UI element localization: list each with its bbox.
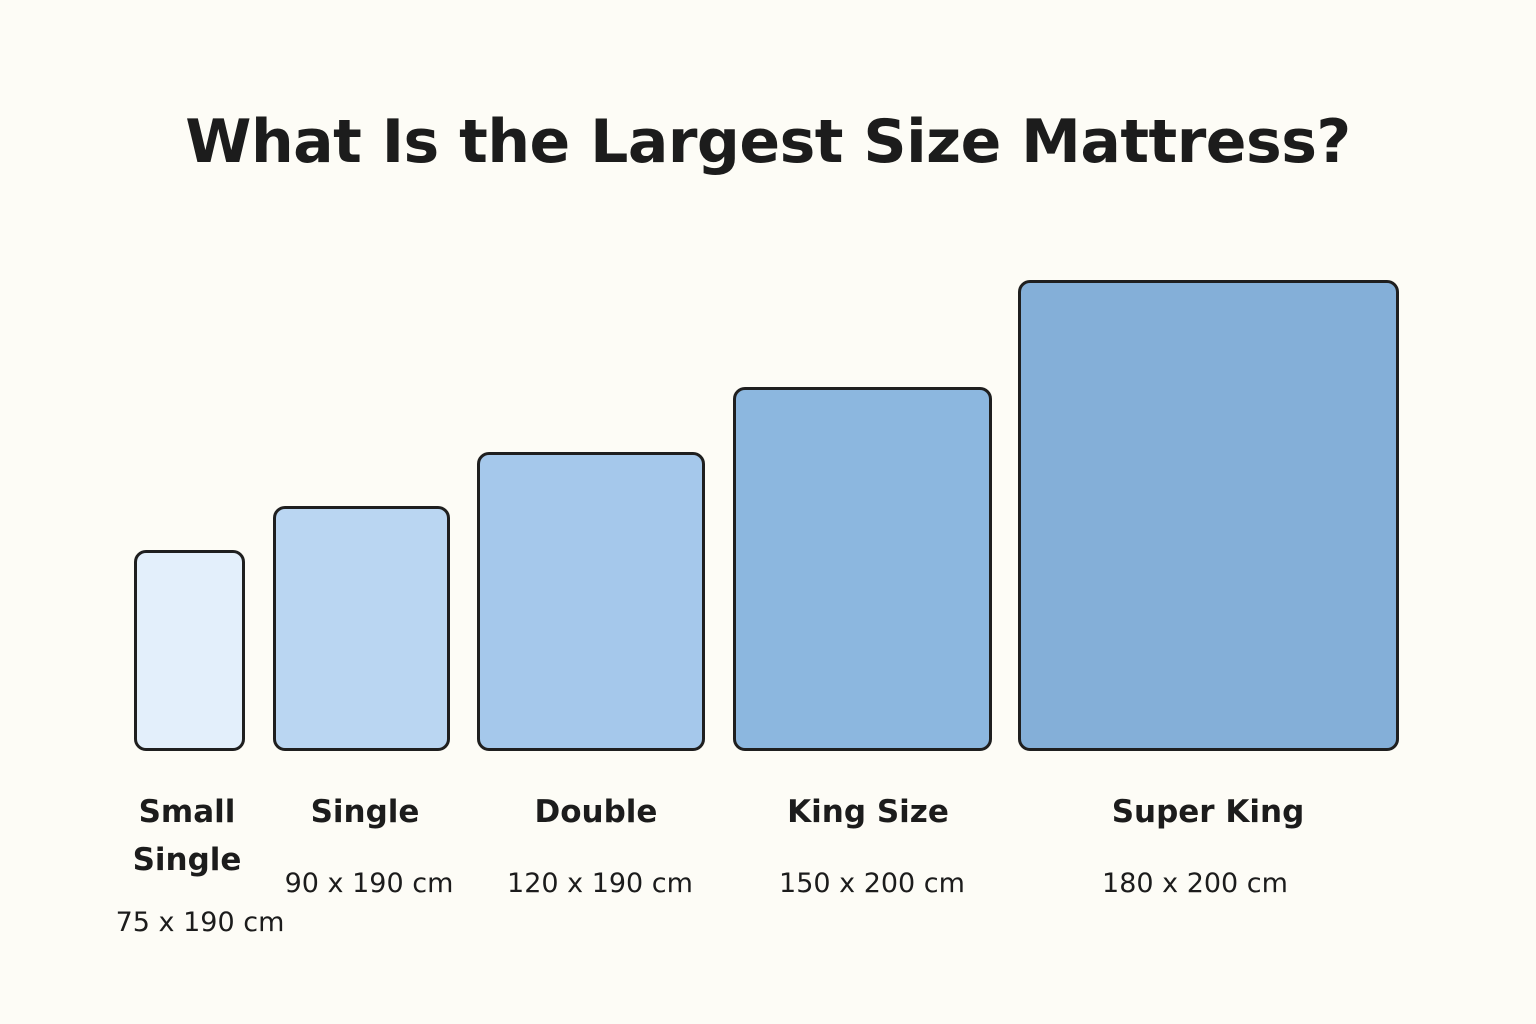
dimensions-single: 90 x 190 cm — [284, 868, 454, 899]
mattress-single — [273, 506, 450, 751]
mattress-super-king — [1018, 280, 1399, 751]
mattress-small-single — [134, 550, 245, 751]
mattress-king-size — [733, 387, 992, 751]
label-single: Single — [310, 794, 420, 830]
mattress-double — [477, 452, 705, 751]
label-super-king: Super King — [1111, 794, 1305, 830]
label-double: Double — [534, 794, 658, 830]
dimensions-double: 120 x 190 cm — [507, 868, 693, 899]
label-king-size: King Size — [787, 794, 949, 830]
dimensions-super-king: 180 x 200 cm — [1102, 868, 1288, 899]
dimensions-small-single: 75 x 190 cm — [115, 907, 285, 938]
page-title: What Is the Largest Size Mattress? — [185, 107, 1351, 177]
dimensions-king-size: 150 x 200 cm — [779, 868, 965, 899]
label-small-single: Small Single — [132, 794, 242, 878]
